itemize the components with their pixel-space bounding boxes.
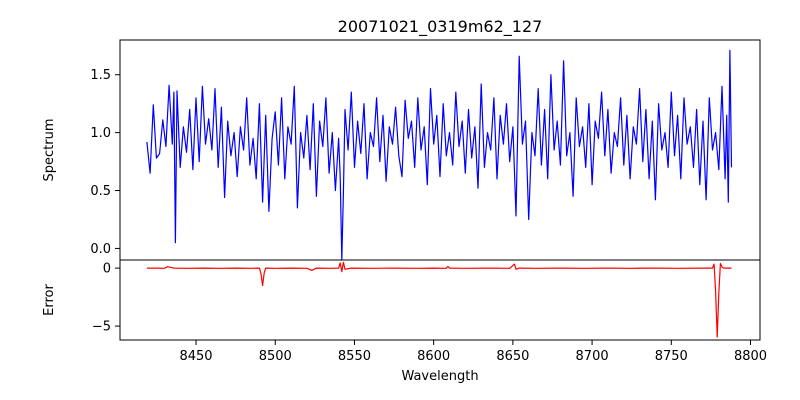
spectrum-y-ticks: 0.0 0.5 1.0 1.5 — [90, 68, 120, 257]
x-tick-label: 8550 — [338, 349, 371, 364]
error-y-axis-label: Error — [42, 284, 57, 316]
spectrum-y-axis-label: Spectrum — [42, 119, 57, 182]
error-series-line — [146, 261, 732, 338]
x-tick-label: 8450 — [179, 349, 212, 364]
spectrum-y-tick-label: 1.0 — [90, 126, 111, 141]
error-y-tick-label: −5 — [92, 320, 111, 335]
error-x-ticks: 8450 8500 8550 8600 8650 8700 8750 8800 — [179, 340, 767, 364]
spectrum-y-tick-label: 0.5 — [90, 184, 111, 199]
x-tick-label: 8650 — [496, 349, 529, 364]
x-tick-label: 8600 — [417, 349, 450, 364]
x-tick-label: 8750 — [655, 349, 688, 364]
x-tick-label: 8800 — [734, 349, 767, 364]
error-axes-frame — [119, 259, 761, 341]
error-y-ticks: 0 −5 — [92, 262, 120, 335]
spectrum-series-line — [146, 49, 733, 261]
x-tick-label: 8500 — [259, 349, 292, 364]
error-panel: 0 −5 8450 8500 8550 8600 8650 8700 8750 8800 Err… — [42, 259, 767, 384]
x-axis-label: Wavelength — [401, 369, 478, 384]
chart-title: 20071021_0319m62_127 — [338, 17, 543, 37]
error-y-tick-label: 0 — [103, 262, 111, 277]
spectrum-y-tick-label: 1.5 — [90, 68, 111, 83]
spectrum-y-tick-label: 0.0 — [90, 242, 111, 257]
x-tick-label: 8700 — [576, 349, 609, 364]
